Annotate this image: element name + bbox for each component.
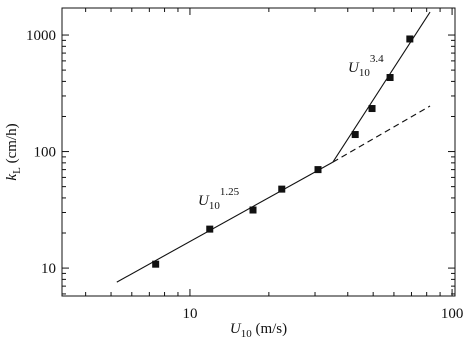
fit-line (332, 11, 431, 163)
marker (386, 74, 394, 82)
marker (206, 225, 214, 233)
label-symbol: U (230, 321, 242, 337)
marker (368, 105, 376, 113)
marker (351, 131, 359, 139)
annotation: U10 1.25 (198, 186, 240, 212)
label-subscript: L (11, 167, 23, 174)
x-axis-label: U10 (m/s) (230, 321, 287, 340)
marker (152, 260, 160, 268)
marker (249, 206, 257, 214)
fit-line (332, 105, 431, 163)
annotation-symbol: U (348, 60, 360, 76)
annotation-exponent: 3.4 (370, 53, 384, 65)
annotation-exponent: 1.25 (220, 186, 240, 198)
plot-frame (61, 7, 456, 297)
x-tick-label: 100 (441, 306, 464, 322)
annotation-subscript: 10 (209, 200, 221, 212)
y-axis-label: kL (cm/h) (4, 123, 23, 180)
annotation-symbol: U (198, 193, 210, 209)
label-subscript: 10 (241, 328, 253, 340)
marker (314, 166, 322, 174)
marker (406, 35, 414, 43)
y-tick-label: 1000 (26, 28, 56, 44)
marker (278, 185, 286, 193)
y-tick-label: 10 (41, 261, 56, 277)
annotation-subscript: 10 (359, 67, 371, 79)
label-unit: (m/s) (252, 321, 287, 337)
y-tick-label: 100 (34, 145, 57, 161)
x-tick-label: 10 (182, 306, 197, 322)
annotation: U10 3.4 (348, 53, 384, 79)
fit-line (116, 161, 334, 283)
label-symbol: k (4, 174, 20, 181)
label-unit: (cm/h) (4, 123, 20, 167)
